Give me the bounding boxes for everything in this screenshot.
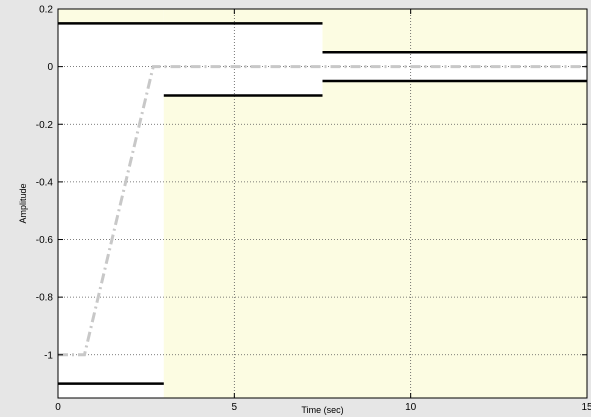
constraint-region-1 bbox=[58, 9, 164, 24]
y-axis-ticks: 0.2 0 -0.2 -0.4 -0.6 -0.8 -1 bbox=[36, 5, 587, 361]
y-tick-label: -0.8 bbox=[36, 293, 54, 304]
constraint-regions bbox=[58, 9, 587, 398]
constraint-region-4 bbox=[163, 95, 323, 398]
y-tick-label: -0.6 bbox=[36, 235, 54, 246]
x-axis-label: Time (sec) bbox=[301, 405, 343, 415]
x-tick-label: 0 bbox=[55, 402, 61, 413]
constraint-region-3 bbox=[322, 9, 587, 53]
x-tick-label: 10 bbox=[405, 402, 417, 413]
grid-lines bbox=[58, 9, 587, 398]
x-tick-label: 15 bbox=[581, 402, 591, 413]
x-tick-label: 5 bbox=[232, 402, 238, 413]
y-tick-label: -1 bbox=[44, 350, 53, 361]
response-series bbox=[58, 65, 587, 357]
constraint-region-2 bbox=[163, 9, 323, 24]
y-tick-label: 0.2 bbox=[39, 5, 53, 16]
y-axis-label: Amplitude bbox=[18, 183, 28, 223]
y-tick-label: 0 bbox=[47, 62, 53, 73]
y-tick-label: -0.2 bbox=[36, 120, 54, 131]
plot-frame bbox=[57, 8, 588, 399]
y-tick-label: -0.4 bbox=[36, 177, 54, 188]
response-line bbox=[58, 65, 587, 357]
constraint-bounds bbox=[58, 22, 587, 385]
x-axis-ticks: 0 5 10 15 bbox=[55, 9, 591, 413]
